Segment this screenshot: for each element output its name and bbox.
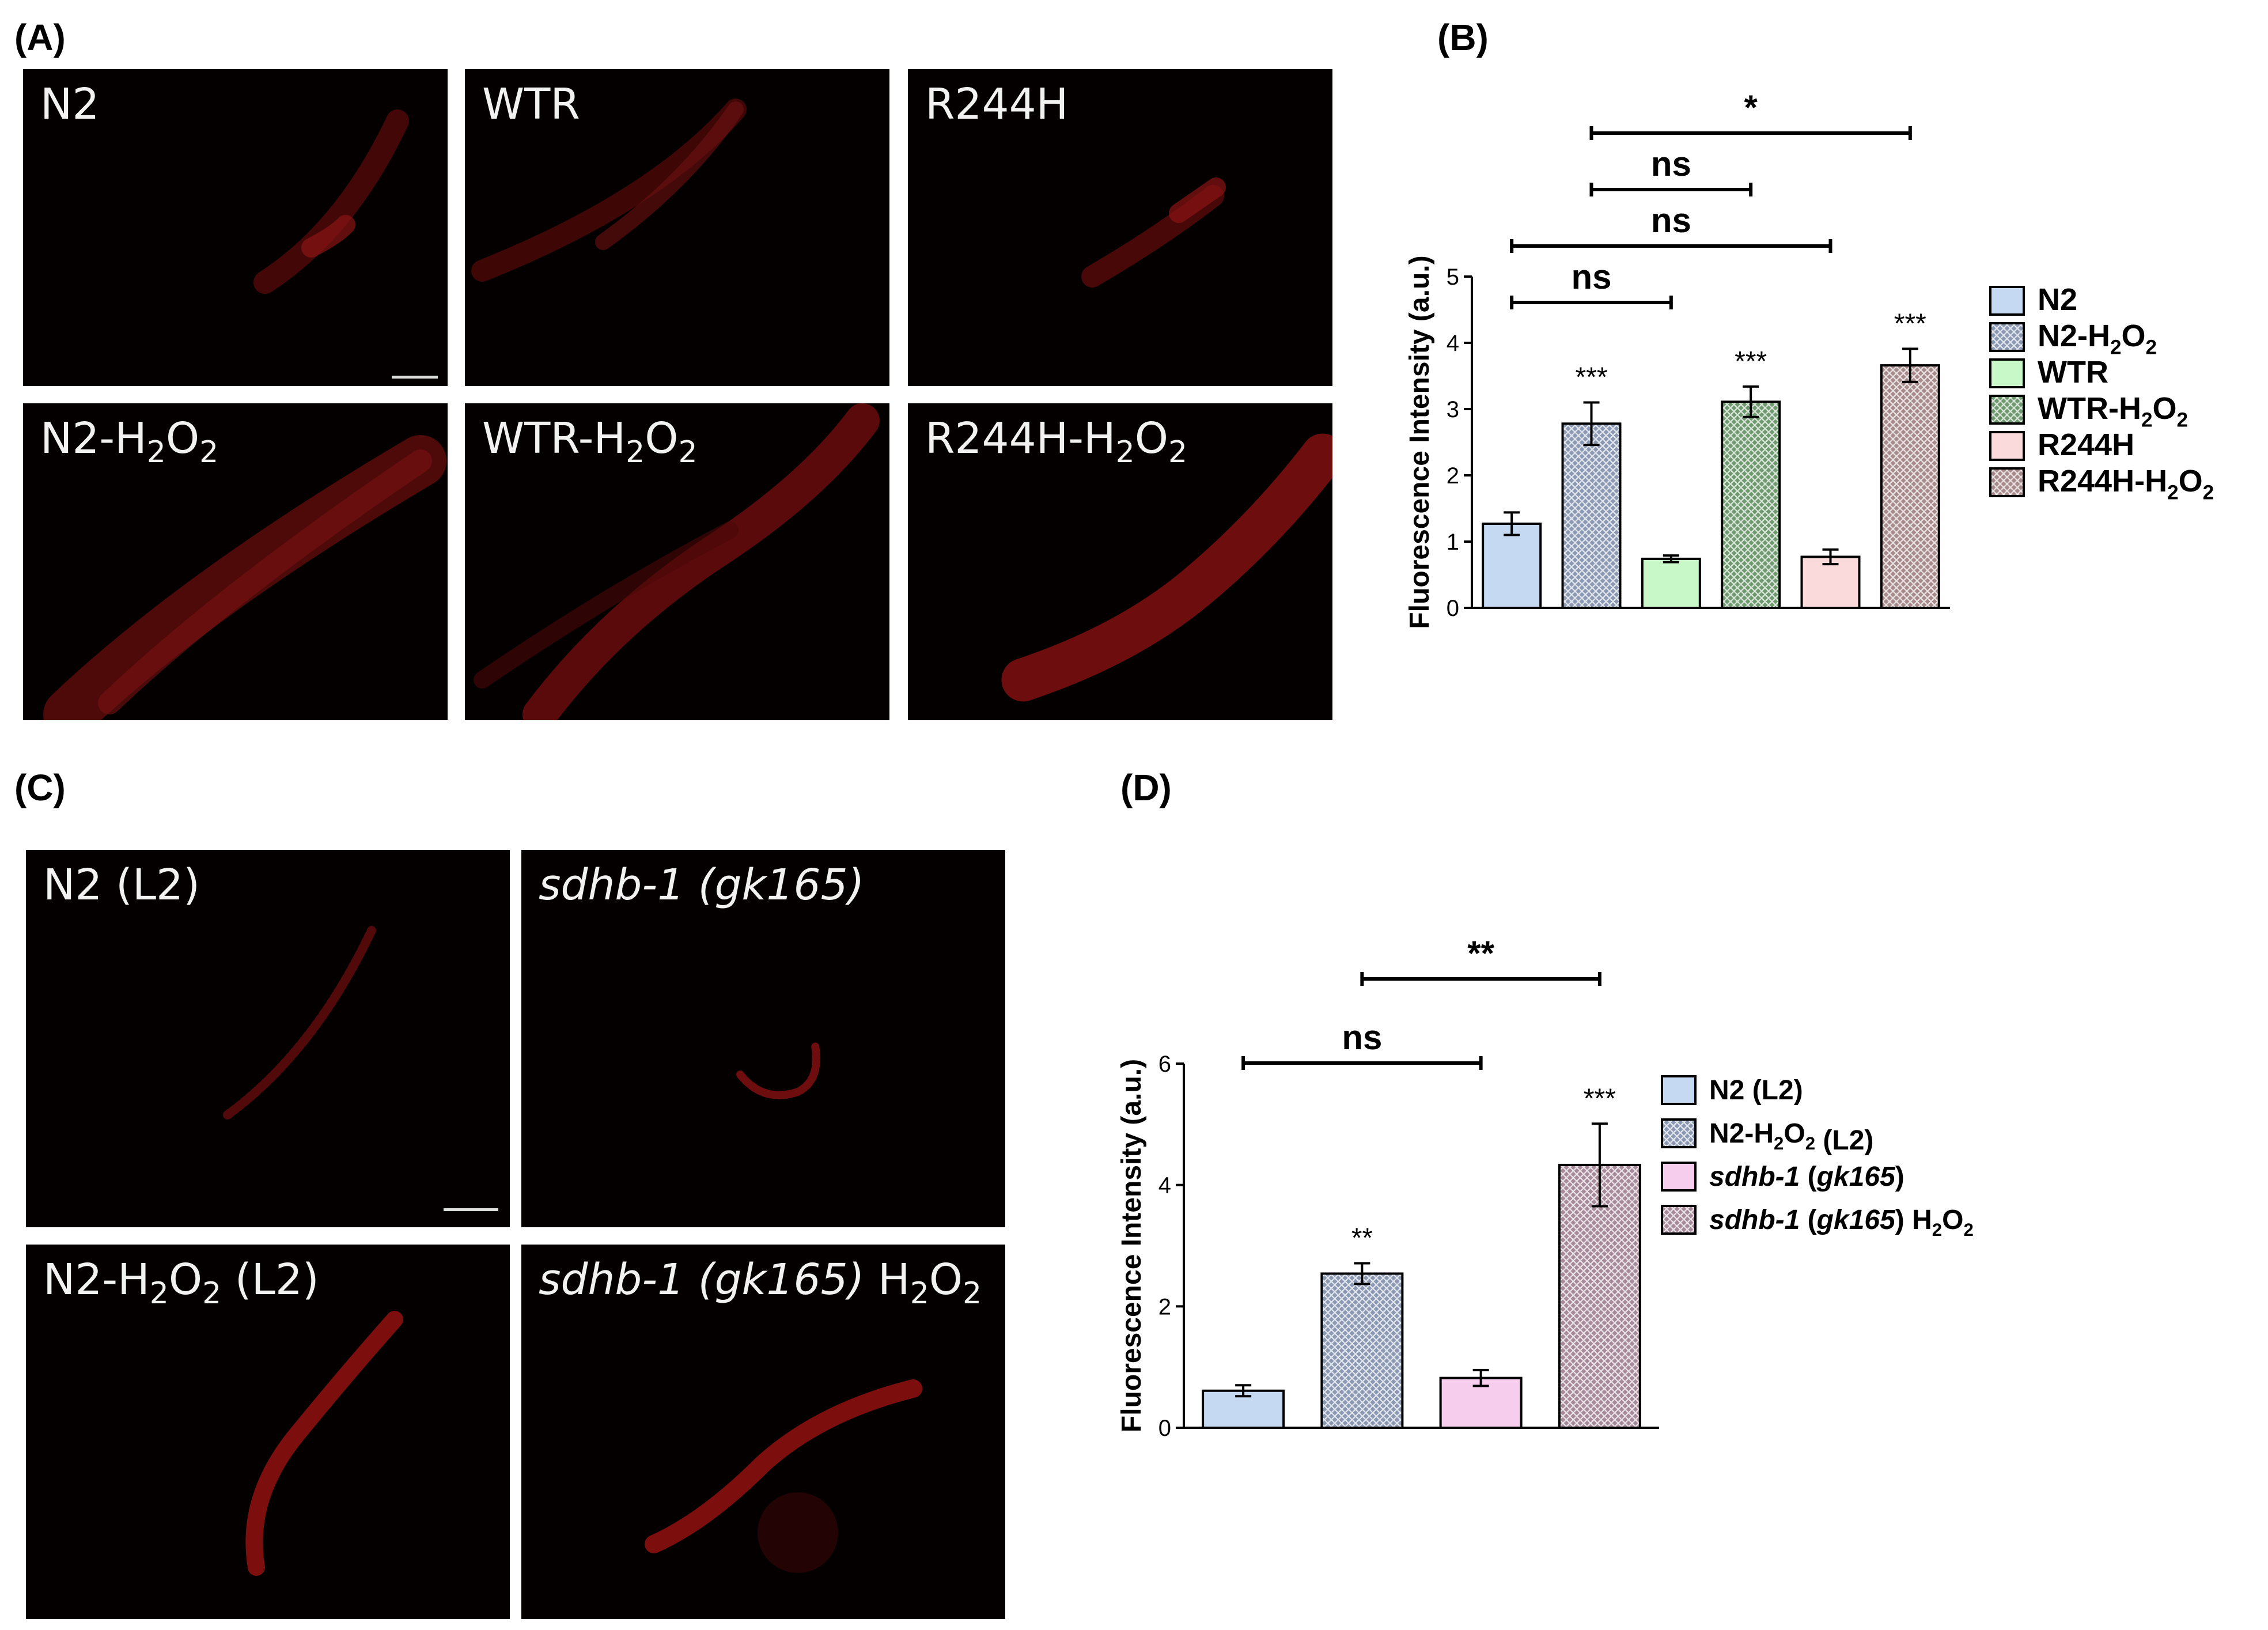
legend-label: WTR	[2038, 355, 2108, 389]
bar	[1320, 1272, 1404, 1429]
y-tick-label: 4	[1447, 331, 1459, 356]
legend-label: R244H-H2O2	[2038, 464, 2214, 504]
micrograph-r244h: R244H	[908, 69, 1332, 386]
bar	[1721, 400, 1781, 609]
micrograph-n2-l2: N2 (L2)	[26, 850, 510, 1227]
y-axis-label: Fluorescence Intensity (a.u.)	[1404, 255, 1435, 629]
bar	[1482, 522, 1542, 610]
legend-label: N2 (L2)	[1709, 1075, 1803, 1106]
significance-mark: **	[1351, 1223, 1373, 1254]
significance-mark: ***	[1894, 308, 1926, 339]
micrograph-wtr: WTR	[465, 69, 889, 386]
comparison-label: **	[1467, 934, 1494, 973]
worm-image	[645, 1379, 922, 1573]
bar	[1880, 364, 1940, 609]
worm-image	[245, 1311, 403, 1576]
comparison-label: ns	[1342, 1018, 1382, 1057]
bar	[1641, 557, 1701, 610]
panel-b-label: (B)	[1437, 17, 1489, 58]
legend-swatch	[1989, 286, 2025, 316]
legend-label: sdhb-1 (gk165)	[1709, 1162, 1904, 1192]
scale-bar	[444, 1208, 498, 1211]
bar	[1800, 555, 1861, 610]
comparison-label: *	[1744, 88, 1758, 127]
legend-label: N2	[2038, 282, 2077, 317]
panel-c-label: (C)	[14, 767, 66, 808]
micrograph-sdhb1-h2o2: sdhb-1 (gk165) H2O2	[521, 1245, 1005, 1619]
y-tick-label: 1	[1447, 530, 1459, 555]
micrograph-label: N2-H2O2	[40, 414, 219, 470]
legend-swatch	[1661, 1118, 1697, 1148]
micrograph-r244h-h2o2: R244H-H2O2	[908, 403, 1332, 720]
significance-mark: ***	[1575, 362, 1607, 393]
panel-d-label: (D)	[1120, 767, 1172, 808]
worm-image	[471, 99, 747, 282]
micrograph-label: WTR-H2O2	[482, 414, 698, 470]
worm-image	[1001, 433, 1332, 702]
micrograph-label: sdhb-1 (gk165)	[539, 860, 865, 910]
bar	[1558, 1163, 1641, 1429]
micrograph-n2-h2o2-l2: N2-H2O2 (L2)	[26, 1245, 510, 1619]
y-tick-label: 2	[1447, 463, 1459, 489]
micrograph-n2-h2o2: N2-H2O2	[23, 403, 448, 720]
micrograph-label: N2	[40, 80, 100, 129]
chart-d: 0 2 4 6 Fluorescence Intensity (a.u.) ** *** ns…	[1069, 922, 2048, 1469]
micrograph-label: R244H	[925, 80, 1069, 129]
legend-swatch	[1989, 395, 2025, 425]
y-tick-label: 6	[1158, 1052, 1171, 1077]
micrograph-label: N2-H2O2 (L2)	[43, 1255, 319, 1311]
y-tick-label: 3	[1447, 397, 1459, 422]
legend-swatch	[1989, 358, 2025, 388]
y-tick-label: 0	[1158, 1416, 1171, 1441]
legend-label: sdhb-1 (gk165) H2O2	[1709, 1205, 1974, 1240]
legend-swatch	[1661, 1162, 1697, 1192]
y-axis-label: Fluorescence Intensity (a.u.)	[1116, 1059, 1147, 1432]
panel-a-label: (A)	[14, 17, 66, 58]
micrograph-label: sdhb-1 (gk165) H2O2	[539, 1255, 982, 1311]
micrograph-label: N2 (L2)	[43, 860, 200, 910]
scale-bar	[392, 376, 438, 379]
legend-label: WTR-H2O2	[2038, 391, 2188, 432]
worm-image	[43, 435, 446, 720]
legend-swatch	[1989, 322, 2025, 352]
worm-image	[223, 926, 376, 1120]
worm-image	[253, 109, 409, 294]
legend-swatch	[1989, 431, 2025, 461]
significance-mark: ***	[1735, 346, 1767, 377]
significance-mark: ***	[1584, 1083, 1616, 1114]
comparison-label: ns	[1651, 145, 1691, 183]
comparison-label: ns	[1571, 258, 1611, 296]
worm-image	[736, 1042, 820, 1099]
y-tick-label: 4	[1158, 1173, 1171, 1198]
micrograph-n2: N2	[23, 69, 448, 386]
legend-swatch	[1661, 1075, 1697, 1105]
legend-swatch	[1661, 1205, 1697, 1235]
legend-swatch	[1989, 467, 2025, 497]
chart-b: 0 1 2 3 4 5 Fluorescence Intensity (a.u.) *** **…	[1371, 88, 2264, 634]
worm-image	[474, 403, 880, 720]
micrograph-label: WTR	[482, 80, 580, 129]
micrograph-sdhb1: sdhb-1 (gk165)	[521, 850, 1005, 1227]
micrograph-label: R244H-H2O2	[925, 414, 1188, 470]
comparison-label: ns	[1651, 201, 1691, 240]
y-tick-label: 0	[1447, 596, 1459, 621]
legend-label: R244H	[2038, 428, 2134, 462]
legend-label: N2-H2O2 (L2)	[1709, 1118, 1873, 1156]
y-tick-label: 2	[1158, 1294, 1171, 1319]
worm-image	[1081, 177, 1226, 288]
micrograph-wtr-h2o2: WTR-H2O2	[465, 403, 889, 720]
legend-label: N2-H2O2	[2038, 319, 2157, 359]
bar	[1561, 422, 1622, 609]
y-tick-label: 5	[1447, 264, 1459, 290]
